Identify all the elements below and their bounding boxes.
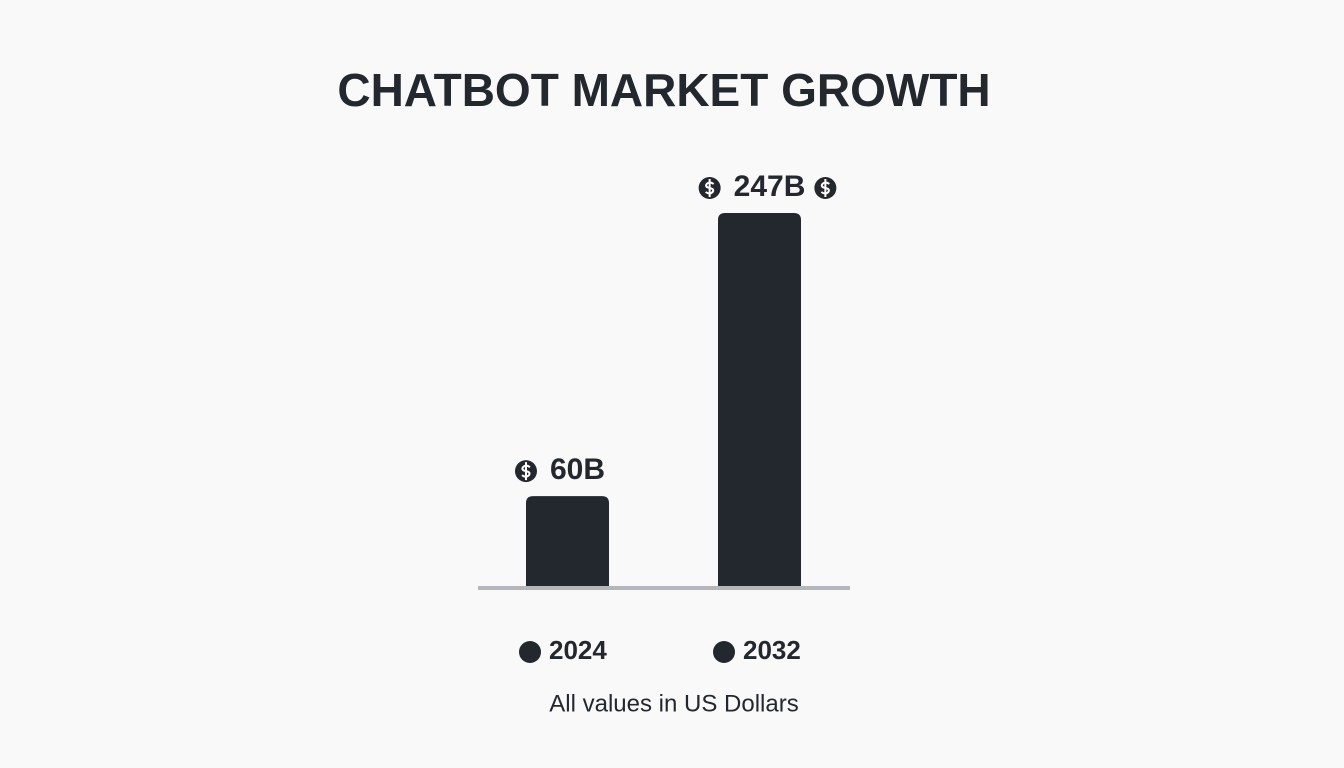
legend-marker xyxy=(713,641,735,663)
dollar-icon-glyph xyxy=(521,462,531,481)
bar xyxy=(718,213,801,587)
value-label: 60B xyxy=(550,453,605,486)
bar xyxy=(526,496,609,587)
value-label: 247B xyxy=(734,170,806,203)
dollar-icon-glyph xyxy=(820,179,830,197)
legend-label: 2024 xyxy=(549,635,607,665)
legend-label: 2032 xyxy=(743,635,801,665)
chart-title: CHATBOT MARKET GROWTH xyxy=(337,64,990,116)
legend-marker xyxy=(519,641,541,663)
chart-subtitle: All values in US Dollars xyxy=(549,690,798,717)
dollar-icon-glyph xyxy=(705,179,715,197)
